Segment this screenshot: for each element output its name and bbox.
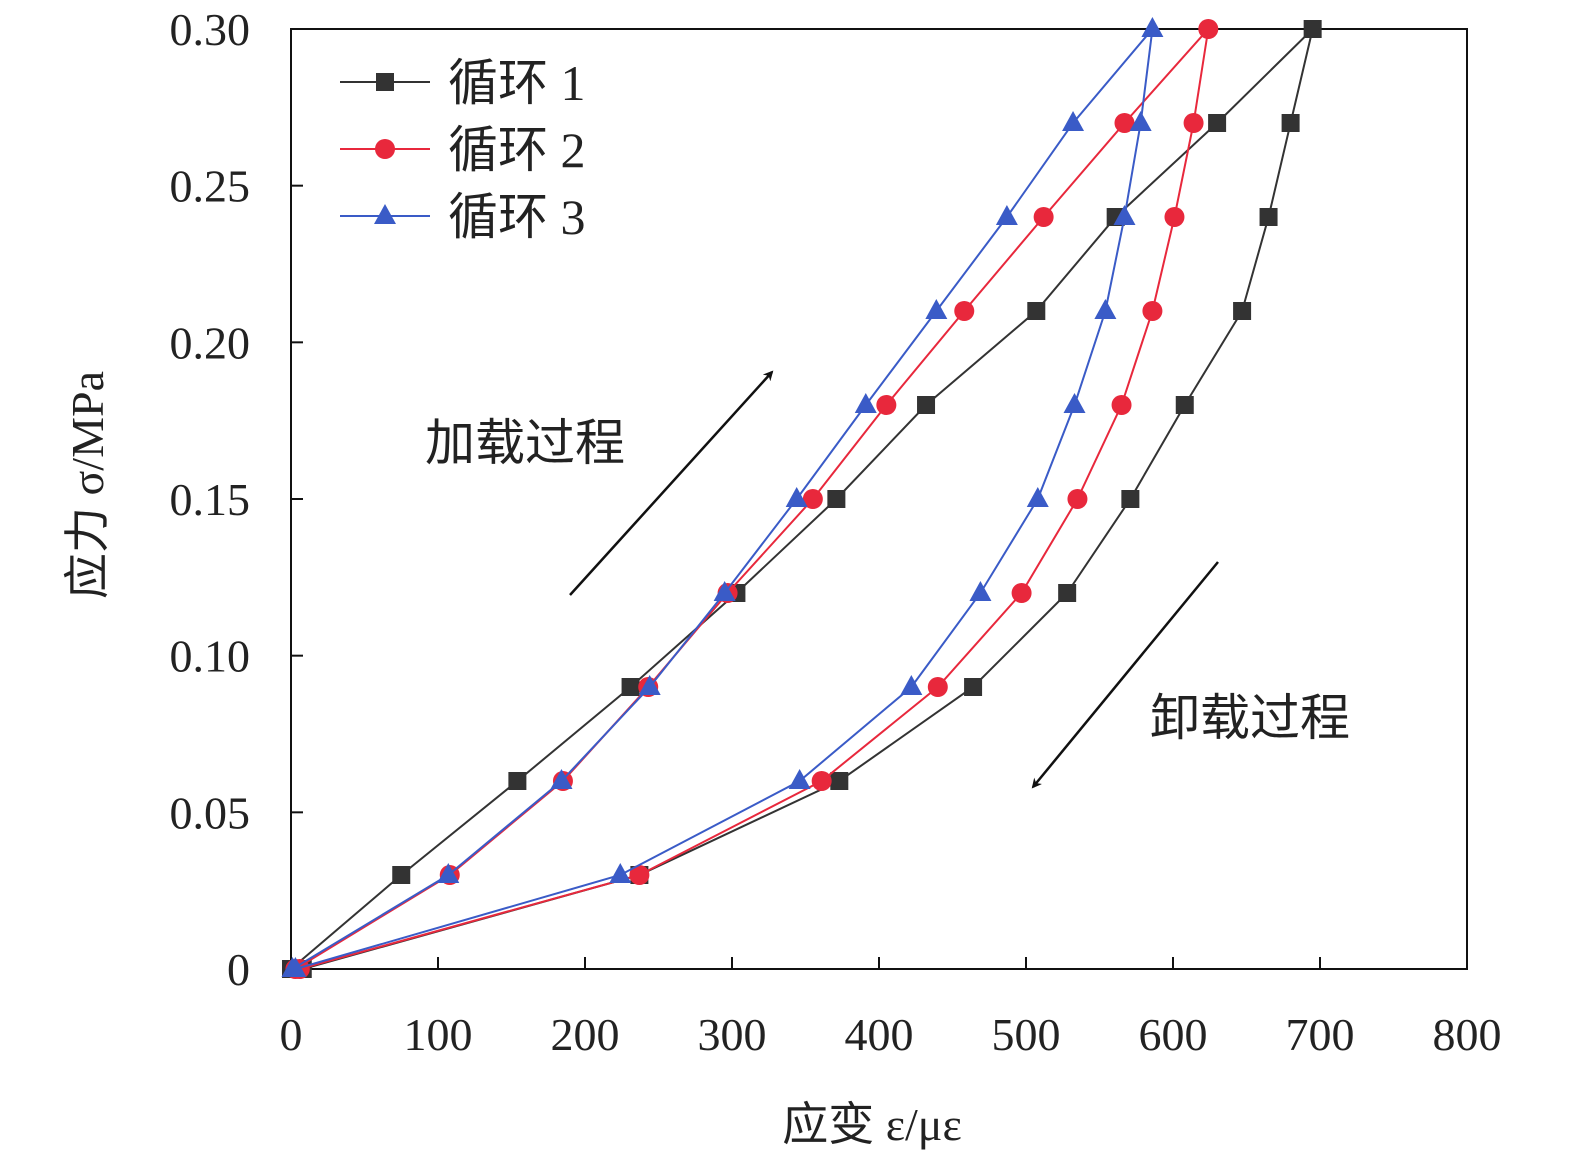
data-point — [785, 487, 808, 507]
data-point — [609, 863, 632, 883]
data-point — [811, 771, 832, 791]
data-point — [1303, 20, 1322, 38]
data-point — [1183, 113, 1204, 133]
series-3 — [281, 17, 1164, 977]
data-point — [621, 678, 640, 696]
y-tick-label: 0.10 — [170, 631, 251, 682]
data-point — [1208, 114, 1227, 132]
data-point — [827, 490, 846, 508]
legend-label: 循环 2 — [448, 122, 586, 178]
data-point — [1233, 302, 1252, 320]
data-point — [900, 675, 923, 695]
data-point — [1026, 487, 1049, 507]
data-point — [854, 393, 877, 413]
data-point — [1164, 207, 1185, 227]
x-tick-label: 100 — [404, 1009, 473, 1060]
legend-label: 循环 3 — [448, 189, 586, 245]
y-tick-label: 0 — [227, 944, 250, 995]
data-point — [1259, 208, 1278, 226]
x-tick-label: 700 — [1286, 1009, 1355, 1060]
data-point — [964, 678, 983, 696]
data-point — [969, 581, 992, 601]
data-point — [802, 489, 823, 509]
data-point — [284, 957, 307, 977]
data-point — [1114, 113, 1135, 133]
data-point — [437, 863, 460, 883]
data-point — [638, 675, 661, 695]
x-tick-label: 0 — [280, 1009, 303, 1060]
data-point — [1175, 396, 1194, 414]
y-axis-label: 应力 σ/MPa — [62, 371, 113, 599]
data-point — [1281, 114, 1300, 132]
x-tick-label: 300 — [698, 1009, 767, 1060]
y-tick-label: 0.20 — [170, 317, 251, 368]
x-tick-label: 600 — [1139, 1009, 1208, 1060]
legend-marker — [375, 139, 395, 159]
data-point — [1067, 489, 1088, 509]
data-point — [713, 581, 736, 601]
loading-arrow — [569, 370, 774, 596]
x-axis-label: 应变 ε/με — [782, 1099, 962, 1150]
data-point — [1142, 301, 1163, 321]
data-point — [954, 301, 975, 321]
data-point — [1198, 19, 1219, 39]
unloading-arrow — [1031, 561, 1219, 789]
x-tick-label: 800 — [1433, 1009, 1502, 1060]
legend-marker — [376, 73, 394, 91]
data-point — [392, 866, 411, 884]
x-tick-label: 400 — [845, 1009, 914, 1060]
data-point — [1121, 490, 1140, 508]
data-point — [629, 865, 650, 885]
data-point — [550, 769, 573, 789]
y-tick-label: 0.05 — [170, 787, 251, 838]
data-point — [1058, 584, 1077, 602]
data-point — [927, 677, 948, 697]
data-point — [1111, 395, 1132, 415]
data-point — [917, 396, 936, 414]
data-point — [830, 772, 849, 790]
series-line — [291, 25, 1154, 970]
y-tick-label: 0.15 — [170, 474, 251, 525]
data-point — [995, 205, 1018, 225]
data-point — [788, 769, 811, 789]
series-2 — [285, 19, 1219, 979]
legend-label: 循环 1 — [448, 55, 586, 111]
legend: 循环 1 循环 2 循环 3 — [340, 55, 586, 245]
y-tick-label: 0.25 — [170, 161, 251, 212]
data-point — [1141, 17, 1164, 37]
data-point — [1129, 111, 1152, 131]
data-point — [508, 772, 527, 790]
loading-annotation: 加载过程 — [425, 415, 625, 471]
y-tick-label: 0.30 — [170, 4, 251, 55]
data-point — [1011, 583, 1032, 603]
unloading-annotation: 卸载过程 — [1150, 690, 1350, 746]
data-point — [1033, 207, 1054, 227]
data-point — [1094, 299, 1117, 319]
data-point — [1113, 205, 1136, 225]
x-tick-label: 200 — [551, 1009, 620, 1060]
data-point — [876, 395, 897, 415]
data-point — [1063, 393, 1086, 413]
data-point — [925, 299, 948, 319]
data-point — [1062, 111, 1085, 131]
legend-marker — [374, 204, 396, 224]
data-point — [1027, 302, 1046, 320]
x-tick-label: 500 — [992, 1009, 1061, 1060]
